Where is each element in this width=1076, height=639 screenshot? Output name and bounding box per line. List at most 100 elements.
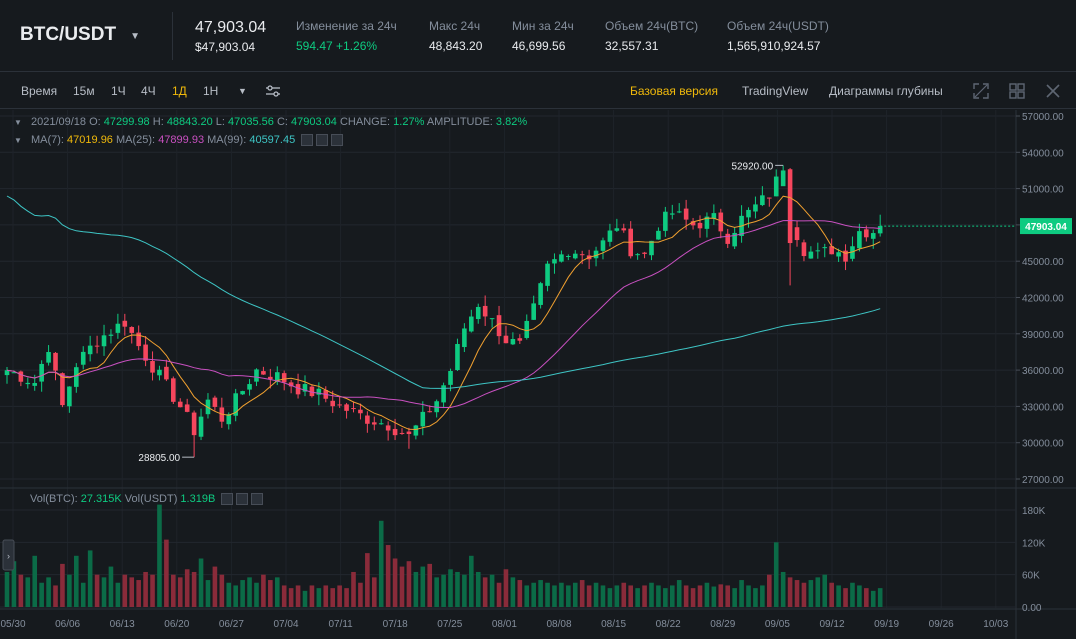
legend-amplitude-label: AMPLITUDE: <box>426 116 493 128</box>
candle-body <box>489 318 495 320</box>
candle-body <box>683 208 689 220</box>
candlestick-chart[interactable]: 57000.0054000.0051000.0048000.0045000.00… <box>0 110 1076 639</box>
volume-bar <box>877 588 883 607</box>
candle-body <box>808 251 814 259</box>
ma7-line <box>6 195 881 431</box>
candle-body <box>870 233 876 239</box>
volume-bar <box>676 580 682 607</box>
view-depth-chart[interactable]: Диаграммы глубины <box>829 84 943 98</box>
candle-body <box>115 323 121 333</box>
candle-body <box>697 222 703 229</box>
volume-bar <box>150 574 155 607</box>
candle-body <box>87 345 93 355</box>
volume-bar <box>455 571 460 607</box>
candle-body <box>413 425 419 436</box>
candle-body <box>150 361 155 373</box>
candle-body <box>725 233 731 244</box>
volume-bar <box>628 585 633 607</box>
volume-bar <box>302 590 308 607</box>
interval-time[interactable]: Время <box>21 84 58 98</box>
pair-selector[interactable]: BTC/USDT ▼ <box>20 24 140 46</box>
ma-remove-icon[interactable] <box>331 134 344 147</box>
volume-bar <box>462 574 467 607</box>
volume-bar <box>108 566 114 607</box>
candle-body <box>864 229 869 238</box>
vol-visibility-icon[interactable] <box>221 493 234 506</box>
vol-remove-icon[interactable] <box>251 493 264 506</box>
volume-bar <box>614 585 620 607</box>
volume-bar <box>295 585 301 607</box>
candle-body <box>420 411 426 427</box>
volume-bar <box>656 585 661 607</box>
indicator-settings-icon[interactable] <box>263 81 283 101</box>
candle-body <box>392 428 398 436</box>
candle-body <box>74 367 79 387</box>
legend-high-label: H: <box>152 116 164 128</box>
candle-body <box>406 431 412 435</box>
candle-body <box>663 211 668 231</box>
legend-date: 2021/09/18 <box>30 116 87 128</box>
candle-body <box>822 247 828 249</box>
volume-bar <box>607 588 613 607</box>
price-tick-label: 51000.00 <box>1022 185 1064 196</box>
candle-body <box>801 242 807 257</box>
legend-close-label: C: <box>276 116 288 128</box>
high-price-label: 52920.00 <box>731 161 773 172</box>
date-tick-label: 08/15 <box>601 619 626 630</box>
fullscreen-icon[interactable] <box>971 81 991 101</box>
volume-bar <box>621 582 627 607</box>
ma-visibility-icon[interactable] <box>301 134 314 147</box>
stat-value: 32,557.31 <box>605 39 659 53</box>
caret-down-icon[interactable]: ▼ <box>130 30 140 42</box>
scroll-left-icon: › <box>7 551 10 561</box>
volume-bar <box>552 585 557 607</box>
volume-bar <box>11 561 17 607</box>
view-basic[interactable]: Базовая версия <box>630 84 718 98</box>
more-intervals-icon[interactable]: ▼ <box>238 86 247 96</box>
ma25-line <box>6 219 881 408</box>
volume-tick-label: 180K <box>1022 506 1046 517</box>
volume-bar <box>524 585 530 607</box>
view-tradingview[interactable]: TradingView <box>742 84 809 98</box>
volume-bar <box>378 520 384 607</box>
chart-area[interactable]: 57000.0054000.0051000.0048000.0045000.00… <box>0 110 1076 639</box>
candle-body <box>621 228 627 231</box>
ma-settings-icon[interactable] <box>316 134 329 147</box>
ma99-line <box>6 195 881 389</box>
volume-bar <box>32 555 38 607</box>
collapse-triangle-icon[interactable]: ▼ <box>14 118 22 127</box>
date-tick-label: 08/22 <box>656 619 681 630</box>
interval-15m[interactable]: 15м <box>73 84 95 98</box>
candle-body <box>330 400 336 407</box>
volume-bar <box>184 569 190 607</box>
interval-1w[interactable]: 1Н <box>203 84 219 98</box>
candle-body <box>233 393 238 416</box>
volume-bar <box>60 563 65 607</box>
ma25-value: 47899.93 <box>158 134 205 146</box>
candle-body <box>94 345 100 347</box>
candle-body <box>11 372 17 374</box>
interval-1h[interactable]: 1Ч <box>111 84 126 98</box>
candle-body <box>746 209 751 218</box>
volume-bar <box>683 585 689 607</box>
volume-bar <box>704 582 710 607</box>
candle-body <box>39 363 44 382</box>
interval-1d[interactable]: 1Д <box>172 84 187 98</box>
candle-body <box>108 334 114 336</box>
volume-bar <box>247 577 252 607</box>
collapse-triangle-icon[interactable]: ▼ <box>14 136 22 145</box>
candle-body <box>171 378 176 402</box>
volume-bar <box>649 582 654 607</box>
volume-bar <box>254 582 259 607</box>
stat-volume-btc: Объем 24ч(BTC) 32,557.31 <box>605 19 698 53</box>
candle-body <box>690 221 696 226</box>
volume-bar <box>337 585 342 607</box>
layout-grid-icon[interactable] <box>1007 81 1027 101</box>
candle-body <box>600 240 606 251</box>
vol-settings-icon[interactable] <box>236 493 249 506</box>
candle-body <box>46 352 51 363</box>
candle-body <box>427 411 433 413</box>
interval-4h[interactable]: 4Ч <box>141 84 156 98</box>
ma-legend: ▼ MA(7): 47019.96 MA(25): 47899.93 MA(99… <box>14 134 344 147</box>
close-icon[interactable] <box>1043 81 1063 101</box>
